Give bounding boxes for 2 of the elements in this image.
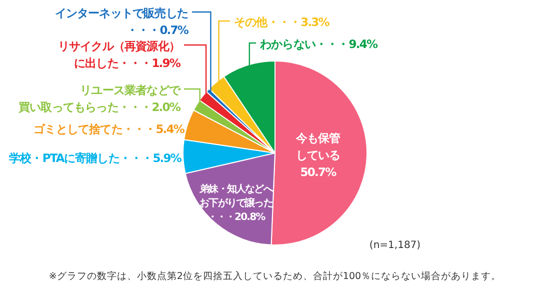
annotation: ※グラフの数字は、小数点第2位を四捨五入しているため、合計が100％にならない場合があります。 [48,271,502,282]
annotation: (n=1,187) [369,240,421,251]
